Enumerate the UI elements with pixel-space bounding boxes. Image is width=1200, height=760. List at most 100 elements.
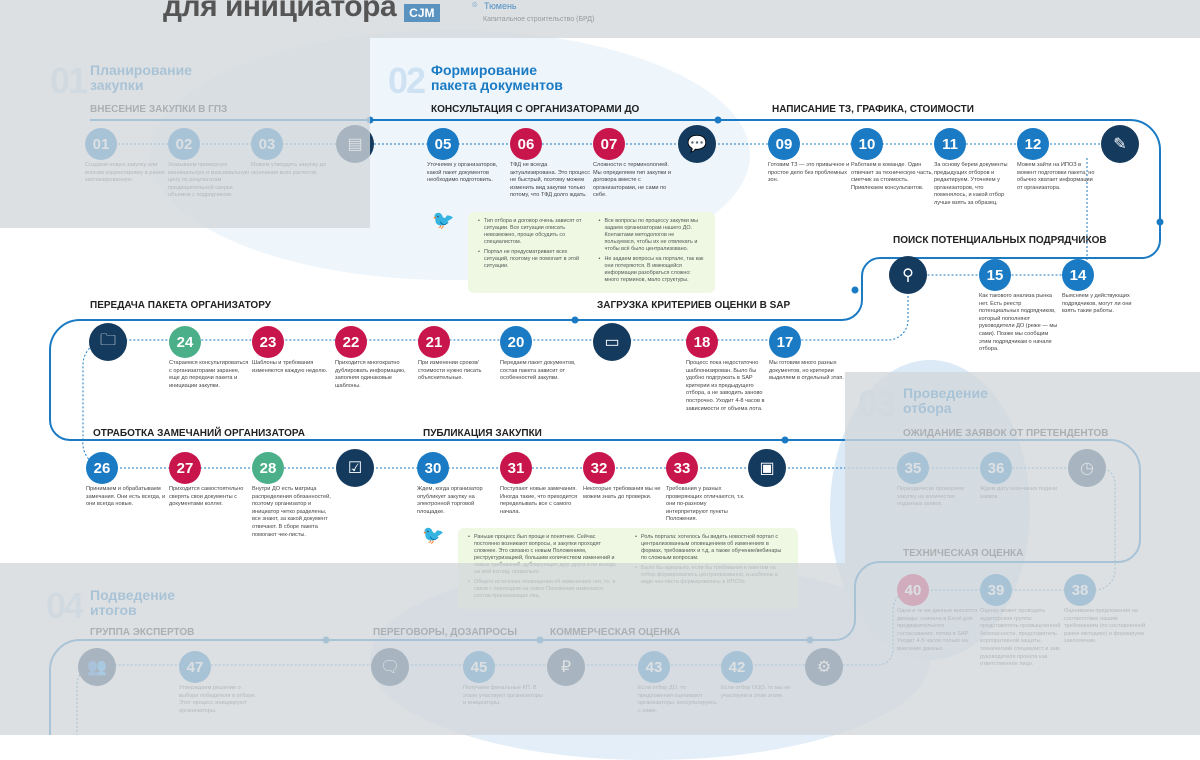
step-06-badge: 06: [510, 128, 542, 160]
step-07-badge: 07: [593, 128, 625, 160]
step-12-badge: 12: [1017, 128, 1049, 160]
document-certificate-icon: ▤: [336, 125, 374, 163]
chat-icon: 💬: [678, 125, 716, 163]
step-45-badge: 45: [463, 651, 495, 683]
step-33-description: Требования у разных проверяющих отличают…: [666, 486, 745, 523]
step-14-description: Выясняем у действующих подрядчиков, могу…: [1062, 293, 1132, 315]
step-33-badge: 33: [666, 452, 698, 484]
stage-heading: ЗАГРУЗКА КРИТЕРИЕВ ОЦЕНКИ В SAP: [597, 300, 791, 311]
location-pin-icon: ⌾: [472, 0, 478, 10]
step-30-description: Ждем, когда организатор опубликует закуп…: [417, 486, 483, 515]
step-26-description: Принимаем и обрабатываем замечания. Они …: [86, 486, 166, 508]
step-47-description: Утверждаем решение о выборе победителя в…: [179, 685, 257, 714]
step-36-badge: 36: [980, 452, 1012, 484]
note-item: Не задаем вопросы на портале, так как он…: [599, 256, 706, 284]
step-20-description: Передаем пакет документов, состав пакета…: [500, 360, 576, 382]
bird-icon: 🐦: [432, 210, 455, 230]
step-39-badge: 39: [980, 574, 1012, 606]
step-07-description: Сложности с терминологией. Мы определяем…: [593, 162, 671, 199]
section-title: Формирование пакета документов: [431, 63, 563, 93]
step-22-description: Приходится многократно дублировать инфор…: [335, 360, 406, 389]
step-02-description: Указываем примерную минимальную и максим…: [168, 162, 250, 199]
step-35-description: Периодически проверяем закупку на количе…: [897, 486, 964, 508]
team-icon: 👥: [78, 648, 116, 686]
note-column: Раньше процесс был проще и понятнее. Сей…: [468, 534, 621, 603]
step-10-description: Работаем в команде. Один отвечает за тех…: [851, 162, 933, 191]
note-item: Портал не предусматривает всех ситуаций,…: [478, 249, 585, 270]
step-26-badge: 26: [86, 452, 118, 484]
step-18-badge: 18: [686, 326, 718, 358]
stage-heading: ПЕРЕДАЧА ПАКЕТА ОРГАНИЗАТОРУ: [90, 300, 271, 311]
step-31-badge: 31: [500, 452, 532, 484]
clock-refresh-icon: ◷: [1068, 449, 1106, 487]
step-20-badge: 20: [500, 326, 532, 358]
step-27-description: Приходится самостоятельно сверять свои д…: [169, 486, 244, 508]
note-item: Все вопросы по процессу закупки мы задае…: [599, 218, 706, 253]
step-38-badge: 38: [1064, 574, 1096, 606]
bird-icon: 🐦: [422, 525, 445, 545]
city-label: Тюмень: [484, 1, 517, 11]
step-40-badge: 40: [897, 574, 929, 606]
page-title: для инициатора: [163, 0, 397, 23]
user-chat-icon: 🗨: [371, 648, 409, 686]
pencil-icon: ✎: [1101, 125, 1139, 163]
step-01-description: Создаем новую закупку или вносим коррект…: [85, 162, 165, 184]
step-10-badge: 10: [851, 128, 883, 160]
step-11-description: За основу берем документы предыдущих отб…: [934, 162, 1008, 206]
step-17-description: Мы готовим много разных документов, но к…: [769, 360, 844, 382]
step-05-badge: 05: [427, 128, 459, 160]
category-label: Капитальное строительство (БРД): [483, 16, 595, 23]
step-02-badge: 02: [168, 128, 200, 160]
note-item: Было бы идеально, если бы требования к п…: [635, 565, 788, 586]
step-15-description: Как такового анализа рынка нет. Есть рее…: [979, 293, 1058, 353]
step-40-description: Одни и те же данные вносятся дважды: сна…: [897, 608, 978, 652]
step-06-description: ТФД не всегда актуализирована. Это проце…: [510, 162, 591, 199]
step-21-description: При изменении сроков/стоимости нужно пис…: [418, 360, 482, 382]
step-28-description: Внутри ДО есть матрица распределения обя…: [252, 486, 331, 538]
step-38-description: Оцениваем предложения на соответствие на…: [1064, 608, 1146, 645]
step-18-description: Процесс пока недостаточно шаблонизирован…: [686, 360, 765, 412]
step-32-badge: 32: [583, 452, 615, 484]
step-22-badge: 22: [335, 326, 367, 358]
step-24-description: Стараемся консультироваться с организато…: [169, 360, 249, 389]
checklist-icon: ☑: [336, 449, 374, 487]
step-17-badge: 17: [769, 326, 801, 358]
section-number: 02: [388, 60, 426, 101]
user-search-icon: ⚲: [889, 256, 927, 294]
step-30-badge: 30: [417, 452, 449, 484]
step-01-badge: 01: [85, 128, 117, 160]
note-column: Все вопросы по процессу закупки мы задае…: [599, 218, 706, 287]
header: для инициатора CJM: [163, 0, 440, 24]
step-15-badge: 15: [979, 259, 1011, 291]
gear-icon: ⚙: [805, 648, 843, 686]
step-31-description: Поступают новые замечания. Иногда такие,…: [500, 486, 578, 515]
step-47-badge: 47: [179, 651, 211, 683]
folder-settings-icon: 🗀: [89, 323, 127, 361]
step-39-description: Оценку может проводить аудиторская групп…: [980, 608, 1062, 668]
step-09-badge: 09: [768, 128, 800, 160]
step-43-description: Если отбор ДО, то предложения оценивают …: [638, 685, 717, 714]
step-12-description: Можем зайти на ИПОЗ в момент подготовки …: [1017, 162, 1095, 191]
insight-note: Раньше процесс был проще и понятнее. Сей…: [458, 528, 798, 609]
note-item: Общего источника оповещения об изменения…: [468, 579, 621, 600]
step-42-description: Если отбор ОЦО, то мы не участвуем в это…: [721, 685, 791, 699]
note-item: Тип отбора и договор очень зависят от си…: [478, 218, 585, 246]
step-21-badge: 21: [418, 326, 450, 358]
step-23-badge: 23: [252, 326, 284, 358]
stage-heading: КОНСУЛЬТАЦИЯ С ОРГАНИЗАТОРАМИ ДО: [431, 104, 640, 115]
step-23-description: Шаблоны и требования изменяются каждую н…: [252, 360, 328, 374]
browser-check-icon: ▣: [748, 449, 786, 487]
step-24-badge: 24: [169, 326, 201, 358]
stage-heading: ОТРАБОТКА ЗАМЕЧАНИЙ ОРГАНИЗАТОРА: [93, 428, 305, 439]
step-11-badge: 11: [934, 128, 966, 160]
step-03-description: Можем утвердить закупку до окончания все…: [251, 162, 327, 176]
step-42-badge: 42: [721, 651, 753, 683]
step-28-badge: 28: [252, 452, 284, 484]
step-09-description: Готовим ТЗ — это привычное и простое дел…: [768, 162, 850, 184]
step-32-description: Некоторые требования мы не можем знать д…: [583, 486, 661, 500]
step-27-badge: 27: [169, 452, 201, 484]
note-column: Тип отбора и договор очень зависят от си…: [478, 218, 585, 287]
step-43-badge: 43: [638, 651, 670, 683]
step-05-description: Уточняем у организаторов, какой пакет до…: [427, 162, 498, 184]
step-03-badge: 03: [251, 128, 283, 160]
